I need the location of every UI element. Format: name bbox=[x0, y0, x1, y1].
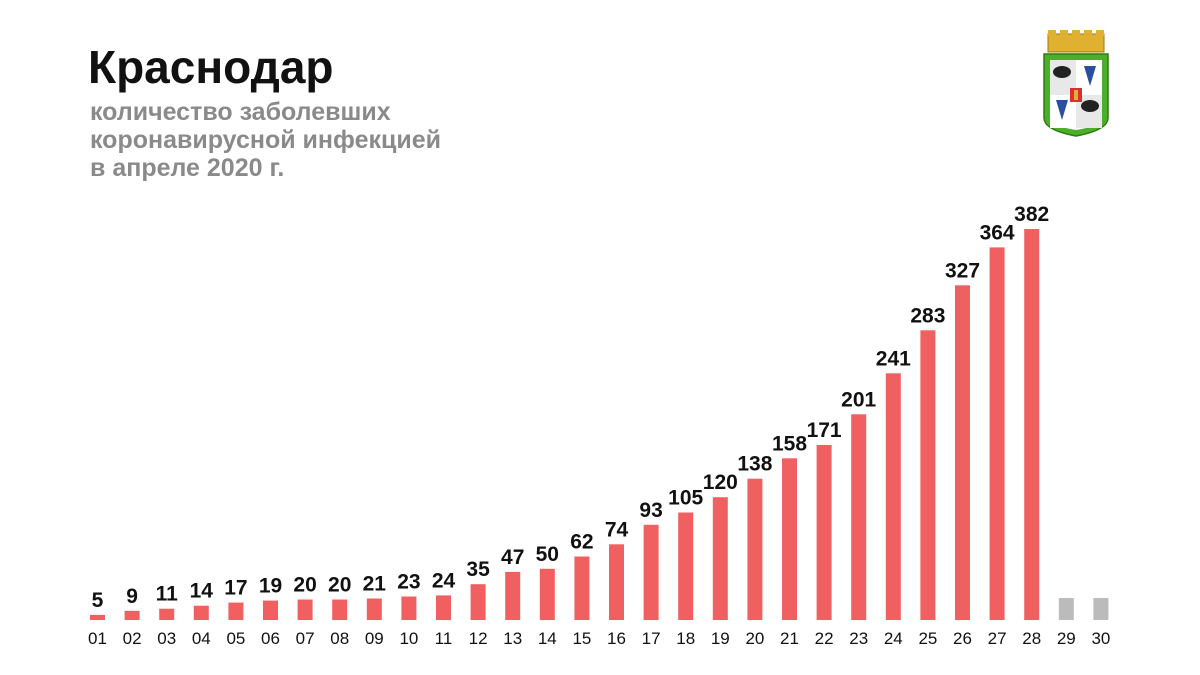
bar-08 bbox=[332, 599, 348, 620]
x-tick-label-22: 22 bbox=[815, 629, 834, 648]
data-label-05: 17 bbox=[224, 577, 247, 600]
data-label-04: 14 bbox=[190, 580, 214, 603]
x-tick-label-29: 29 bbox=[1057, 629, 1076, 648]
bar-14 bbox=[539, 568, 555, 620]
data-label-17: 93 bbox=[639, 499, 662, 522]
bar-26 bbox=[955, 285, 970, 620]
bar-22 bbox=[816, 445, 832, 620]
data-label-01: 5 bbox=[92, 589, 104, 612]
data-label-11: 24 bbox=[432, 569, 456, 592]
x-tick-label-28: 28 bbox=[1022, 629, 1041, 648]
bar-18 bbox=[678, 512, 694, 620]
x-tick-label-19: 19 bbox=[711, 629, 730, 648]
data-label-15: 62 bbox=[570, 531, 593, 554]
bar-25 bbox=[920, 330, 936, 620]
x-tick-label-30: 30 bbox=[1091, 629, 1110, 648]
x-tick-label-11: 11 bbox=[435, 629, 453, 648]
bar-19 bbox=[712, 497, 728, 620]
chart-subtitle-line-3: в апреле 2020 г. bbox=[90, 154, 285, 182]
x-tick-label-15: 15 bbox=[572, 629, 591, 648]
data-label-21: 158 bbox=[772, 432, 807, 455]
chart-subtitle-line-2: коронавирусной инфекцией bbox=[90, 126, 441, 154]
data-label-16: 74 bbox=[605, 518, 629, 541]
bar-24 bbox=[885, 373, 901, 620]
data-label-24: 241 bbox=[876, 347, 911, 370]
x-tick-label-07: 07 bbox=[296, 629, 315, 648]
data-label-22: 171 bbox=[807, 419, 842, 442]
bar-09 bbox=[366, 598, 382, 620]
x-tick-label-03: 03 bbox=[157, 629, 176, 648]
bar-10 bbox=[401, 596, 417, 620]
x-tick-label-23: 23 bbox=[849, 629, 868, 648]
data-label-07: 20 bbox=[293, 574, 316, 597]
data-label-12: 35 bbox=[466, 558, 490, 581]
x-tick-label-25: 25 bbox=[918, 629, 937, 648]
data-label-09: 21 bbox=[363, 573, 387, 596]
x-tick-label-13: 13 bbox=[503, 629, 522, 648]
chart-subtitle-line-1: количество заболевших bbox=[90, 98, 391, 126]
data-label-08: 20 bbox=[328, 574, 351, 597]
data-label-06: 19 bbox=[259, 575, 282, 598]
bar-03 bbox=[159, 608, 175, 620]
bar-28 bbox=[1024, 229, 1040, 620]
bar-06 bbox=[263, 600, 278, 620]
bar-16 bbox=[609, 544, 624, 620]
data-label-13: 47 bbox=[501, 546, 524, 569]
bar-01 bbox=[90, 614, 105, 620]
x-tick-label-18: 18 bbox=[676, 629, 695, 648]
bar-23 bbox=[851, 414, 867, 620]
bar-13 bbox=[505, 571, 521, 620]
x-tick-label-10: 10 bbox=[399, 629, 418, 648]
bar-17 bbox=[643, 524, 659, 620]
data-label-14: 50 bbox=[536, 543, 559, 566]
x-tick-label-14: 14 bbox=[538, 629, 557, 648]
x-tick-label-27: 27 bbox=[988, 629, 1007, 648]
bar-27 bbox=[989, 247, 1005, 620]
x-tick-label-16: 16 bbox=[607, 629, 626, 648]
bar-05 bbox=[228, 602, 244, 620]
x-tick-label-17: 17 bbox=[642, 629, 661, 648]
data-label-19: 120 bbox=[703, 471, 738, 494]
x-tick-label-24: 24 bbox=[884, 629, 903, 648]
bar-future-29 bbox=[1058, 598, 1074, 620]
bar-15 bbox=[574, 556, 590, 620]
data-label-25: 283 bbox=[910, 304, 945, 327]
x-tick-label-09: 09 bbox=[365, 629, 384, 648]
x-tick-label-06: 06 bbox=[261, 629, 280, 648]
x-tick-label-04: 04 bbox=[192, 629, 211, 648]
data-label-20: 138 bbox=[737, 453, 772, 476]
data-label-10: 23 bbox=[397, 571, 420, 594]
x-tick-label-02: 02 bbox=[123, 629, 142, 648]
bar-11 bbox=[436, 595, 451, 620]
bar-21 bbox=[782, 458, 797, 620]
x-tick-label-21: 21 bbox=[780, 629, 799, 648]
bar-20 bbox=[747, 478, 763, 620]
bar-04 bbox=[193, 605, 209, 620]
bar-12 bbox=[470, 584, 486, 620]
x-tick-label-20: 20 bbox=[745, 629, 764, 648]
data-label-28: 382 bbox=[1014, 203, 1049, 226]
chart-title: Краснодар bbox=[88, 41, 334, 93]
x-tick-label-05: 05 bbox=[226, 629, 245, 648]
data-label-26: 327 bbox=[945, 259, 980, 282]
x-tick-label-08: 08 bbox=[330, 629, 349, 648]
data-label-18: 105 bbox=[668, 487, 703, 510]
x-tick-label-26: 26 bbox=[953, 629, 972, 648]
x-tick-label-12: 12 bbox=[469, 629, 488, 648]
krasnodar-coat-of-arms-icon bbox=[1043, 30, 1109, 137]
data-label-03: 11 bbox=[156, 583, 179, 606]
data-label-23: 201 bbox=[841, 388, 876, 411]
x-tick-label-01: 01 bbox=[88, 629, 107, 648]
bar-02 bbox=[124, 610, 140, 620]
bar-future-30 bbox=[1093, 598, 1109, 620]
data-label-27: 364 bbox=[980, 221, 1015, 244]
data-label-02: 9 bbox=[126, 585, 138, 608]
bar-07 bbox=[297, 599, 313, 620]
